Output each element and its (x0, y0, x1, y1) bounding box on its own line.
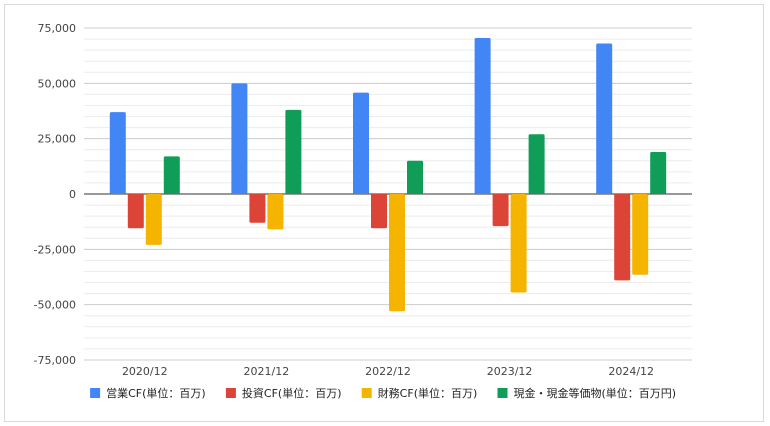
legend-label: 営業CF(単位：百万) (106, 386, 206, 400)
x-tick-label: 2024/12 (608, 365, 654, 378)
bar (163, 156, 180, 194)
y-tick-label: -50,000 (34, 299, 76, 312)
y-tick-label: -25,000 (34, 243, 76, 256)
bar (650, 151, 667, 194)
bar (231, 83, 248, 194)
bar (267, 194, 284, 230)
bar (389, 194, 405, 312)
bar (109, 112, 126, 194)
bar (249, 194, 266, 223)
x-tick-label: 2023/12 (487, 365, 533, 378)
y-tick-label: 0 (69, 188, 76, 201)
legend-swatch (361, 388, 372, 398)
x-tick-label: 2020/12 (122, 365, 168, 378)
bar (407, 160, 423, 194)
legend-swatch (497, 388, 508, 398)
bar (145, 194, 162, 245)
legend-label: 財務CF(単位：百万) (378, 386, 478, 400)
bar (492, 194, 509, 227)
bar (474, 37, 491, 195)
bar (614, 194, 631, 281)
y-tick-label: 25,000 (38, 133, 77, 146)
bar (510, 194, 527, 293)
legend-label: 投資CF(単位：百万) (242, 386, 342, 400)
bar (596, 43, 613, 194)
x-tick-label: 2021/12 (244, 365, 290, 378)
y-tick-label: 75,000 (38, 22, 77, 35)
bar (353, 92, 369, 194)
y-tick-label: 50,000 (38, 77, 77, 90)
bar (371, 194, 387, 229)
bar (285, 109, 302, 194)
bar (127, 194, 144, 229)
legend-swatch (90, 388, 101, 398)
x-tick-label: 2022/12 (365, 365, 411, 378)
legend-label: 現金・現金等価物(単位：百万円) (514, 386, 677, 400)
y-tick-label: -75,000 (34, 354, 76, 367)
bar (632, 194, 649, 275)
legend-swatch (225, 388, 236, 398)
bar (528, 134, 545, 194)
